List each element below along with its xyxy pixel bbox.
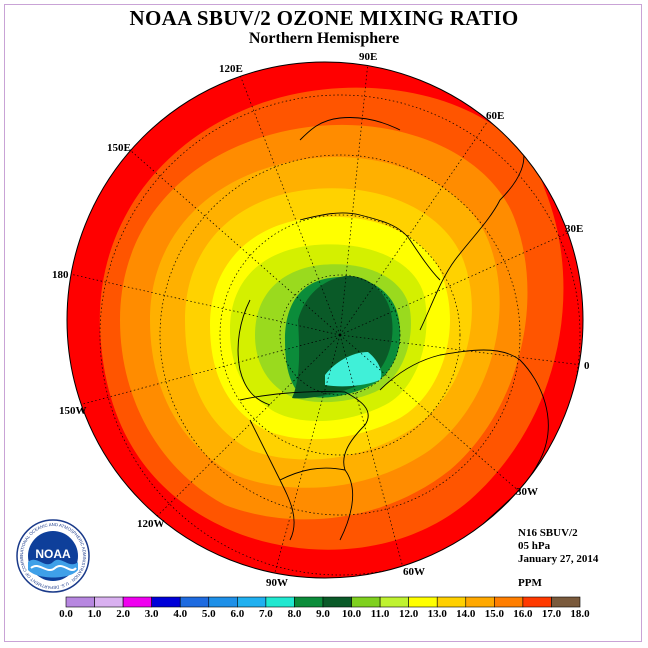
colorbar-swatch xyxy=(379,596,409,608)
lon-label-180: 180 xyxy=(52,269,69,281)
colorbar-tick-label: 10.0 xyxy=(341,608,362,620)
colorbar-swatch xyxy=(94,596,124,608)
colorbar-tick-label: 12.0 xyxy=(399,608,419,620)
colorbar-swatch xyxy=(436,596,467,608)
colorbar-tick-label: 2.0 xyxy=(116,608,130,620)
lon-label-0: 0 xyxy=(584,360,590,372)
graticule xyxy=(67,62,583,578)
lon-label-30w: 30W xyxy=(516,486,538,498)
lon-label-60w: 60W xyxy=(403,566,425,578)
colorbar-swatch xyxy=(208,596,238,608)
colorbar-swatch xyxy=(465,596,495,608)
colorbar-tick-label: 6.0 xyxy=(230,608,245,620)
colorbar-tick-label: 8.0 xyxy=(287,608,302,620)
colorbar-swatch xyxy=(294,596,324,608)
lon-label-120e: 120E xyxy=(219,63,243,75)
field-cyan-core xyxy=(325,352,382,387)
colorbar-swatch xyxy=(551,596,581,608)
date-label: January 27, 2014 xyxy=(518,553,599,565)
colorbar-tick-label: 9.0 xyxy=(316,608,330,620)
coastlines xyxy=(237,117,549,541)
noaa-logo-text: NOAA xyxy=(35,547,71,561)
colorbar-swatch xyxy=(65,596,95,608)
lon-label-30e: 30E xyxy=(565,223,584,235)
colorbar-tick-label: 1.0 xyxy=(87,608,102,620)
colorbar-tick-label: 5.0 xyxy=(201,608,216,620)
colorbar-tick-label: 17.0 xyxy=(541,608,562,620)
colorbar-swatch xyxy=(179,596,210,608)
colorbar-tick-label: 16.0 xyxy=(513,608,533,620)
colorbar-tick-label: 0.0 xyxy=(59,608,73,620)
lon-label-150w: 150W xyxy=(59,405,87,417)
map-subtitle: Northern Hemisphere xyxy=(248,30,400,47)
pressure-level: 05 hPa xyxy=(518,540,551,552)
colorbar-swatch xyxy=(322,596,352,608)
colorbar-swatch xyxy=(237,596,267,608)
ozone-field xyxy=(67,62,583,578)
colorbar-tick-label: 14.0 xyxy=(456,608,476,620)
lon-label-120w: 120W xyxy=(137,518,165,530)
map-title: NOAA SBUV/2 OZONE MIXING RATIO xyxy=(129,6,519,30)
lon-label-90w: 90W xyxy=(266,577,288,589)
colorbar-tick-label: 3.0 xyxy=(144,608,159,620)
colorbar-tick-label: 18.0 xyxy=(570,608,590,620)
noaa-logo: NOAA NATIONAL OCEANIC AND ATMOSPHERIC AD… xyxy=(15,518,90,593)
lon-label-90e: 90E xyxy=(359,51,378,63)
colorbar-tick-label: 15.0 xyxy=(484,608,504,620)
colorbar-tick-label: 11.0 xyxy=(370,608,390,620)
colorbar-swatch xyxy=(494,596,524,608)
colorbar-swatch xyxy=(408,596,438,608)
units-label: PPM xyxy=(518,577,542,589)
instrument-label: N16 SBUV/2 xyxy=(518,527,578,539)
colorbar-swatch xyxy=(265,596,295,608)
colorbar-tick-label: 4.0 xyxy=(173,608,188,620)
colorbar-swatch xyxy=(351,596,381,608)
colorbar-swatch xyxy=(522,596,552,608)
colorbar-tick-label: 13.0 xyxy=(427,608,447,620)
colorbar xyxy=(65,596,581,608)
colorbar-swatch xyxy=(151,596,181,608)
lon-label-150e: 150E xyxy=(107,142,131,154)
globe-outline xyxy=(66,61,584,579)
colorbar-tick-label: 7.0 xyxy=(259,608,273,620)
colorbar-swatch xyxy=(122,596,152,608)
lon-label-60e: 60E xyxy=(486,110,505,122)
figure-frame xyxy=(4,4,642,642)
